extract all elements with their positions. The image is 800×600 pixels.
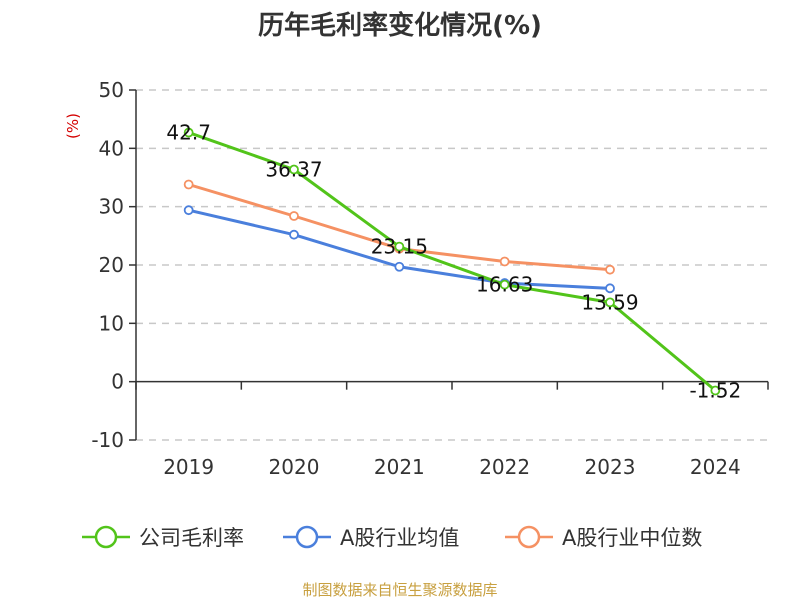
- x-tick-label-2024: 2024: [690, 455, 741, 479]
- data-point[interactable]: [605, 264, 615, 275]
- axes: -10 0 10 20 30 40 50 2019 2020 2021 2022 2023 2024: [91, 78, 769, 479]
- data-point[interactable]: [710, 385, 721, 396]
- data-point[interactable]: [183, 127, 194, 138]
- legend-item-2[interactable]: A股行业均值: [283, 525, 459, 550]
- data-label: 16.63: [476, 273, 533, 297]
- y-tick-label: 20: [99, 253, 124, 277]
- y-axis-unit-label: (%): [64, 113, 82, 139]
- data-point[interactable]: [605, 297, 615, 308]
- legend-label: A股行业中位数: [562, 526, 702, 550]
- data-label: 23.15: [371, 235, 428, 259]
- data-point[interactable]: [183, 179, 194, 190]
- data-point[interactable]: [499, 279, 510, 290]
- x-tick-label-2021: 2021: [374, 455, 425, 479]
- y-tick-label: 10: [99, 311, 124, 335]
- data-point[interactable]: [289, 229, 299, 240]
- legend-item-3[interactable]: A股行业中位数: [505, 525, 702, 550]
- chart-title: 历年毛利率变化情况(%): [258, 10, 542, 41]
- x-tick-label-2019: 2019: [163, 455, 214, 479]
- y-tick-label: 50: [99, 78, 124, 102]
- data-label: -1.52: [689, 379, 741, 403]
- data-point[interactable]: [289, 211, 299, 221]
- y-tick-label: -10: [91, 428, 124, 452]
- data-point[interactable]: [499, 256, 510, 267]
- legend-item-1[interactable]: 公司毛利率: [82, 525, 244, 550]
- y-tick-label: 30: [99, 195, 124, 219]
- data-label: 13.59: [581, 290, 638, 314]
- data-point[interactable]: [183, 205, 194, 216]
- series-3: [183, 179, 615, 275]
- x-tick-label-2020: 2020: [269, 455, 320, 479]
- y-tick-label: 0: [111, 370, 124, 394]
- data-point[interactable]: [394, 241, 405, 252]
- data-point[interactable]: [605, 283, 615, 294]
- legend-marker-icon: [94, 525, 118, 549]
- data-point[interactable]: [394, 261, 405, 272]
- legend-marker-icon: [517, 525, 541, 549]
- legend-label: 公司毛利率: [139, 526, 244, 550]
- source-note: 制图数据来自恒生聚源数据库: [302, 581, 497, 599]
- x-tick-label-2023: 2023: [585, 455, 636, 479]
- legend-label: A股行业均值: [340, 526, 459, 550]
- data-labels: 42.7 36.37 23.15 16.63 13.59 -1.52: [166, 121, 741, 403]
- data-label: 36.37: [265, 158, 322, 182]
- legend: 公司毛利率 A股行业均值 A股行业中位数: [82, 525, 702, 550]
- x-tick-label-2022: 2022: [479, 455, 530, 479]
- series-lines: [183, 127, 721, 396]
- series-1: [183, 127, 721, 396]
- data-label: 42.7: [166, 121, 211, 145]
- data-point[interactable]: [289, 164, 299, 175]
- y-tick-label: 40: [99, 136, 124, 160]
- series-line: [188, 131, 717, 392]
- legend-marker-icon: [295, 525, 319, 549]
